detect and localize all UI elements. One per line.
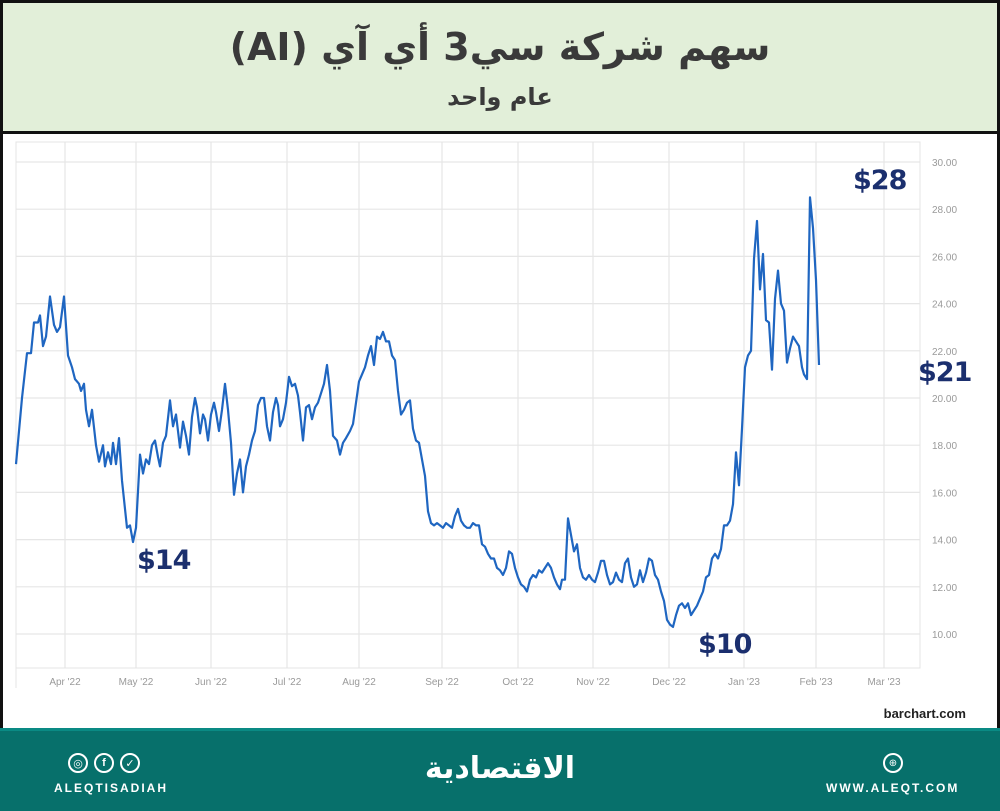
chart-area: 30.00 28.00 26.00 24.00 22.00 20.00 18.00 16.00… <box>3 134 997 728</box>
y-tick-label: 18.00 <box>932 441 957 452</box>
twitter-icon[interactable]: ✓ <box>120 753 140 773</box>
source-credit: barchart.com <box>883 706 966 721</box>
y-tick-label: 12.00 <box>932 583 957 594</box>
y-tick-label: 22.00 <box>932 347 957 358</box>
x-tick-label: Dec '22 <box>652 677 686 688</box>
x-tick-label: Aug '22 <box>342 677 376 688</box>
footer-bar: ◎ f ✓ ALEQTISADIAH الاقتصادية ⊕ WWW.ALEQ… <box>0 728 1000 811</box>
y-tick-label: 26.00 <box>932 252 957 263</box>
x-tick-label: Jan '23 <box>728 677 760 688</box>
y-tick-label: 10.00 <box>932 630 957 641</box>
publisher-logo: الاقتصادية <box>424 751 576 786</box>
line-chart: 30.00 28.00 26.00 24.00 22.00 20.00 18.00 16.00… <box>14 141 957 688</box>
chart-subtitle: عام واحد <box>447 83 553 111</box>
price-line <box>14 196 821 628</box>
annotation-low-14: $14 <box>137 545 191 576</box>
social-links: ◎ f ✓ <box>68 753 140 773</box>
y-tick-label: 20.00 <box>932 394 957 405</box>
x-tick-label: May '22 <box>119 677 154 688</box>
x-tick-label: Nov '22 <box>576 677 610 688</box>
y-tick-label: 16.00 <box>932 488 957 499</box>
y-tick-label: 14.00 <box>932 536 957 547</box>
y-tick-label: 28.00 <box>932 205 957 216</box>
instagram-icon[interactable]: ◎ <box>68 753 88 773</box>
x-tick-label: Jun '22 <box>195 677 227 688</box>
x-tick-label: Mar '23 <box>867 677 900 688</box>
social-handle: ALEQTISADIAH <box>54 781 168 795</box>
x-tick-label: Jul '22 <box>273 677 302 688</box>
globe-icon: ⊕ <box>883 753 903 773</box>
x-tick-label: Sep '22 <box>425 677 459 688</box>
plot-area <box>15 141 921 669</box>
facebook-icon[interactable]: f <box>94 753 114 773</box>
y-tick-label: 24.00 <box>932 300 957 311</box>
x-tick-label: Apr '22 <box>49 677 81 688</box>
chart-title: سهم شركة سي3 أي آي (AI) <box>229 25 771 69</box>
annotation-high-28: $28 <box>853 165 907 196</box>
x-tick-label: Oct '22 <box>502 677 534 688</box>
y-tick-label: 30.00 <box>932 158 957 169</box>
chart-header: سهم شركة سي3 أي آي (AI) عام واحد <box>0 0 1000 134</box>
x-tick-label: Feb '23 <box>799 677 832 688</box>
website-link[interactable]: WWW.ALEQT.COM <box>826 781 960 795</box>
annotation-low-10: $10 <box>698 629 752 660</box>
annotation-last-21: $21 <box>918 357 972 388</box>
